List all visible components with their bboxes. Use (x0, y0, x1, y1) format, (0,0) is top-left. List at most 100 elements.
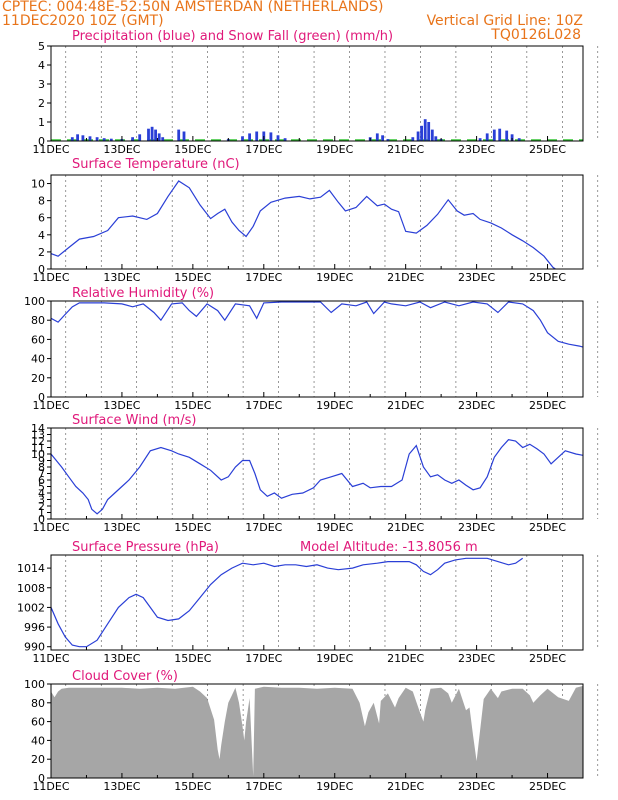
panel-temperature: 0 2 4 6 8 10 11DEC 13DEC 15DEC 17DEC 19DEC 21DEC 23D… (31, 174, 599, 284)
y-tick-label: 996 (24, 621, 45, 634)
annotation-model-altitude: Model Altitude: -13.8056 m (300, 540, 478, 555)
panel-frame (50, 683, 584, 779)
precip-bar (416, 131, 420, 141)
y-tick-label: 40 (31, 353, 45, 366)
x-tick-label: 25DEC (529, 271, 566, 284)
x-tick-label: 19DEC (316, 780, 353, 793)
y-tick-label: 2 (38, 246, 45, 259)
y-tick-label: 7 (38, 468, 45, 481)
x-tick-label: 21DEC (387, 143, 424, 156)
x-tick-label: 21DEC (387, 521, 424, 534)
y-tick-label: 20 (31, 753, 45, 766)
x-tick-label: 25DEC (529, 652, 566, 665)
y-tick-label: 100 (24, 295, 45, 308)
y-tick-label: 4 (38, 229, 45, 242)
panel-cloud-cover: 0 20 40 60 80 100 11DEC 13DEC 15DEC 17DEC 19DEC 21D… (24, 678, 599, 793)
precip-bar (492, 129, 496, 141)
header-model: TQ0126L028 (490, 27, 581, 43)
y-tick-label: 13 (31, 429, 45, 442)
x-tick-label: 15DEC (174, 521, 211, 534)
x-tick-label: 23DEC (458, 521, 495, 534)
precip-bar (182, 131, 186, 141)
x-tick-label: 13DEC (103, 780, 140, 793)
x-tick-label: 25DEC (529, 521, 566, 534)
panel-frame (50, 45, 584, 142)
precip-bar (427, 122, 431, 141)
precip-bar (147, 128, 150, 141)
x-tick-label: 21DEC (387, 399, 424, 412)
precip-bar (478, 138, 482, 141)
x-tick-label: 23DEC (458, 399, 495, 412)
series-line-humidity (51, 301, 583, 348)
x-tick-label: 17DEC (245, 780, 282, 793)
precip-bar (150, 126, 154, 141)
x-tick-label: 19DEC (316, 271, 353, 284)
precip-bar (157, 133, 161, 141)
x-tick-label: 11DEC (32, 399, 69, 412)
series-area-cloud-cover (51, 685, 583, 778)
y-tick-label: 6 (38, 474, 45, 487)
x-tick-label: 19DEC (316, 143, 353, 156)
x-tick-label: 19DEC (316, 652, 353, 665)
y-tick-label: 4 (38, 487, 45, 500)
x-tick-label: 15DEC (174, 780, 211, 793)
x-tick-label: 25DEC (529, 399, 566, 412)
y-tick-label: 1 (38, 116, 45, 129)
precip-bar (70, 137, 74, 141)
panel-pressure: 990 996 1002 1008 1014 11DEC 13DEC 15DEC 17DEC 19… (17, 554, 599, 665)
precip-bar (386, 139, 390, 141)
title-cloud-cover: Cloud Cover (%) (72, 669, 178, 684)
precip-bar (423, 119, 427, 141)
x-tick-label: 21DEC (387, 271, 424, 284)
precip-bar (248, 133, 251, 141)
y-tick-label: 11 (31, 442, 45, 455)
x-tick-label: 15DEC (174, 399, 211, 412)
x-tick-label: 13DEC (103, 143, 140, 156)
y-tick-label: 1008 (17, 582, 45, 595)
y-tick-label: 60 (31, 333, 45, 346)
title-precipitation: Precipitation (blue) and Snow Fall (gree… (72, 29, 393, 44)
x-tick-label: 15DEC (174, 143, 211, 156)
precip-bar (430, 129, 434, 141)
header-run-date: 11DEC2020 10Z (GMT) (2, 13, 164, 29)
y-tick-label: 80 (31, 314, 45, 327)
y-tick-label: 60 (31, 716, 45, 729)
y-tick-label: 2 (38, 500, 45, 513)
x-tick-label: 13DEC (103, 271, 140, 284)
precip-bar (517, 138, 521, 141)
y-tick-label: 40 (31, 734, 45, 747)
x-tick-label: 23DEC (458, 652, 495, 665)
panel-frame (50, 174, 584, 270)
y-tick-label: 6 (38, 212, 45, 225)
y-tick-label: 0 (38, 263, 45, 276)
x-tick-label: 11DEC (32, 521, 69, 534)
y-tick-label: 0 (38, 772, 45, 785)
y-tick-label: 10 (31, 178, 45, 191)
x-tick-label: 23DEC (458, 780, 495, 793)
precip-bar (434, 136, 438, 141)
title-relative-humidity: Relative Humidity (%) (72, 286, 214, 301)
x-tick-label: 11DEC (32, 652, 69, 665)
y-tick-label: 3 (38, 494, 45, 507)
y-tick-label: 12 (31, 435, 45, 448)
precip-bar (381, 135, 384, 141)
y-tick-label: 0 (38, 135, 45, 148)
header-station: CPTEC: 004:48E-52:50N AMSTERDAN (NETHERL… (2, 0, 383, 15)
title-surface-temperature: Surface Temperature (nC) (72, 157, 240, 172)
precip-bar (276, 135, 280, 141)
precip-bar (485, 133, 489, 141)
precip-bar (411, 137, 415, 141)
precip-bar (154, 129, 157, 141)
precip-bar (510, 134, 514, 141)
y-tick-label: 20 (31, 372, 45, 385)
x-tick-label: 17DEC (245, 399, 282, 412)
x-tick-label: 13DEC (103, 399, 140, 412)
x-tick-label: 11DEC (32, 780, 69, 793)
series-line-wind (51, 439, 583, 515)
series-line-pressure (51, 557, 524, 648)
precip-bar (81, 135, 85, 141)
y-tick-label: 100 (24, 678, 45, 691)
y-tick-label: 4 (38, 59, 45, 72)
title-surface-pressure: Surface Pressure (hPa) (72, 540, 219, 555)
y-tick-label: 0 (38, 391, 45, 404)
